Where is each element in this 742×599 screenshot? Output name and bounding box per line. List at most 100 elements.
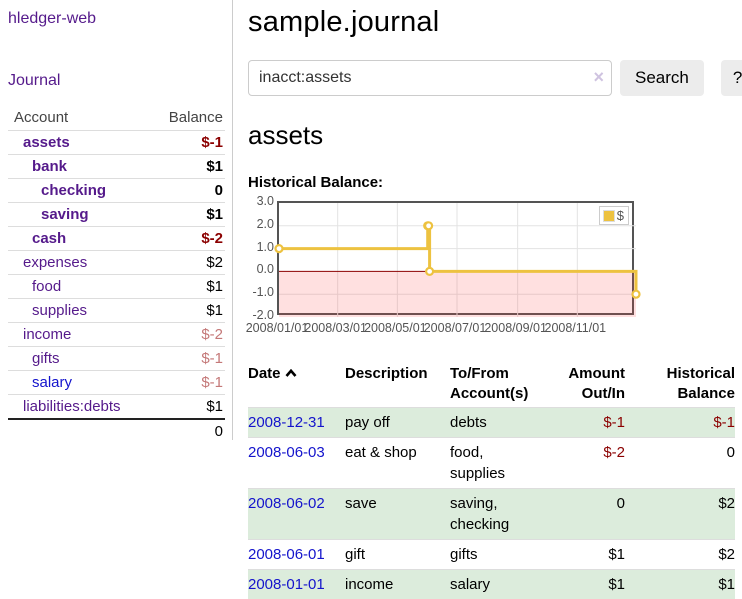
account-balance: $-2 bbox=[149, 323, 225, 347]
sidebar-item-journal[interactable]: Journal bbox=[8, 72, 224, 90]
account-balance: 0 bbox=[149, 179, 225, 203]
accounts-total-spacer bbox=[8, 419, 149, 443]
transaction-balance-cell: $2 bbox=[625, 540, 735, 570]
account-row: bank $1 bbox=[8, 155, 225, 179]
transaction-balance-cell: 0 bbox=[625, 438, 735, 489]
account-row: salary $-1 bbox=[8, 371, 225, 395]
account-link-income[interactable]: income bbox=[23, 326, 71, 343]
account-balance: $-1 bbox=[149, 371, 225, 395]
account-link-liabilities-debts[interactable]: liabilities:debts bbox=[23, 398, 121, 415]
app-title-link[interactable]: hledger-web bbox=[8, 10, 96, 27]
accounts-total-row: 0 bbox=[8, 419, 225, 443]
account-row: income $-2 bbox=[8, 323, 225, 347]
x-axis-tick: 2008/01/01 bbox=[246, 321, 309, 335]
y-axis-tick: 0.0 bbox=[248, 262, 274, 276]
clear-search-icon[interactable]: × bbox=[593, 67, 604, 87]
chart-plot-area: $ bbox=[277, 201, 634, 315]
account-row: supplies $1 bbox=[8, 299, 225, 323]
account-row: cash $-2 bbox=[8, 227, 225, 251]
transaction-description-cell: gift bbox=[345, 540, 450, 570]
transaction-balance-cell: $-1 bbox=[625, 408, 735, 438]
transaction-amount-cell: $1 bbox=[550, 570, 625, 599]
accounts-header-balance: Balance bbox=[149, 105, 225, 131]
app-title: hledger-web bbox=[8, 10, 224, 28]
account-link-checking[interactable]: checking bbox=[41, 182, 106, 199]
account-link-salary[interactable]: salary bbox=[32, 374, 72, 391]
transaction-date-link[interactable]: 2008-06-02 bbox=[248, 495, 325, 512]
search-form: × Search ? bbox=[248, 60, 742, 96]
account-balance: $1 bbox=[149, 155, 225, 179]
account-row: assets $-1 bbox=[8, 131, 225, 155]
x-axis-tick: 2008/11/01 bbox=[544, 321, 606, 335]
accounts-total-value: 0 bbox=[149, 419, 225, 443]
account-balance: $1 bbox=[149, 203, 225, 227]
transaction-date-link[interactable]: 2008-06-01 bbox=[248, 546, 325, 563]
transaction-date-link[interactable]: 2008-12-31 bbox=[248, 414, 325, 431]
main-content: sample.journal × Search ? assets Histori… bbox=[248, 0, 742, 599]
transaction-balance-cell: $2 bbox=[625, 489, 735, 540]
help-button[interactable]: ? bbox=[721, 60, 742, 96]
account-link-assets[interactable]: assets bbox=[23, 134, 70, 151]
search-input[interactable] bbox=[248, 60, 612, 96]
transaction-account-cell: debts bbox=[450, 408, 550, 438]
transaction-account-cell: salary bbox=[450, 570, 550, 599]
transaction-date-link[interactable]: 2008-01-01 bbox=[248, 576, 325, 593]
balance-chart-svg bbox=[279, 203, 636, 317]
chart-title: Historical Balance: bbox=[248, 174, 742, 191]
account-row: food $1 bbox=[8, 275, 225, 299]
account-balance: $-1 bbox=[149, 131, 225, 155]
account-row: expenses $2 bbox=[8, 251, 225, 275]
register-header-balance: Historical Balance bbox=[625, 361, 735, 408]
transaction-description-cell: income bbox=[345, 570, 450, 599]
legend-label: $ bbox=[617, 208, 624, 223]
legend-swatch-icon bbox=[603, 210, 615, 222]
transaction-amount-cell: $-1 bbox=[550, 408, 625, 438]
account-link-food[interactable]: food bbox=[32, 278, 61, 295]
x-axis-tick: 2008/09/01 bbox=[484, 321, 547, 335]
register-header-account: To/From Account(s) bbox=[450, 361, 550, 408]
account-heading: assets bbox=[248, 120, 742, 151]
account-balance: $2 bbox=[149, 251, 225, 275]
account-row: checking 0 bbox=[8, 179, 225, 203]
account-link-cash[interactable]: cash bbox=[32, 230, 66, 247]
sort-ascending-icon[interactable] bbox=[285, 364, 297, 384]
transaction-account-cell: saving, checking bbox=[450, 489, 550, 540]
account-link-gifts[interactable]: gifts bbox=[32, 350, 60, 367]
search-box: × bbox=[248, 60, 612, 96]
y-axis-tick: -2.0 bbox=[248, 308, 274, 322]
y-axis-tick: 1.0 bbox=[248, 240, 274, 254]
transaction-balance-cell: $1 bbox=[625, 570, 735, 599]
account-balance: $1 bbox=[149, 395, 225, 420]
x-axis-tick: 2008/07/01 bbox=[424, 321, 487, 335]
sidebar: hledger-web Journal Account Balance asse… bbox=[0, 0, 233, 440]
account-row: liabilities:debts $1 bbox=[8, 395, 225, 420]
transaction-description-cell: pay off bbox=[345, 408, 450, 438]
transaction-date-cell: 2008-12-31 bbox=[248, 408, 345, 438]
transaction-date-cell: 2008-06-01 bbox=[248, 540, 345, 570]
transaction-amount-cell: $1 bbox=[550, 540, 625, 570]
transaction-date-link[interactable]: 2008-06-03 bbox=[248, 444, 325, 461]
register-table: Date Description To/From Account(s) Amou… bbox=[248, 361, 735, 599]
chart-legend: $ bbox=[599, 206, 629, 225]
search-button[interactable]: Search bbox=[620, 60, 704, 96]
transaction-date-cell: 2008-01-01 bbox=[248, 570, 345, 599]
account-link-expenses[interactable]: expenses bbox=[23, 254, 87, 271]
account-balance: $1 bbox=[149, 299, 225, 323]
transaction-account-cell: food, supplies bbox=[450, 438, 550, 489]
account-balance: $1 bbox=[149, 275, 225, 299]
account-link-supplies[interactable]: supplies bbox=[32, 302, 87, 319]
y-axis-tick: 2.0 bbox=[248, 217, 274, 231]
account-link-bank[interactable]: bank bbox=[32, 158, 67, 175]
account-row: saving $1 bbox=[8, 203, 225, 227]
account-link-saving[interactable]: saving bbox=[41, 206, 89, 223]
account-balance: $-2 bbox=[149, 227, 225, 251]
transaction-date-cell: 2008-06-03 bbox=[248, 438, 345, 489]
register-header-date[interactable]: Date bbox=[248, 361, 345, 408]
